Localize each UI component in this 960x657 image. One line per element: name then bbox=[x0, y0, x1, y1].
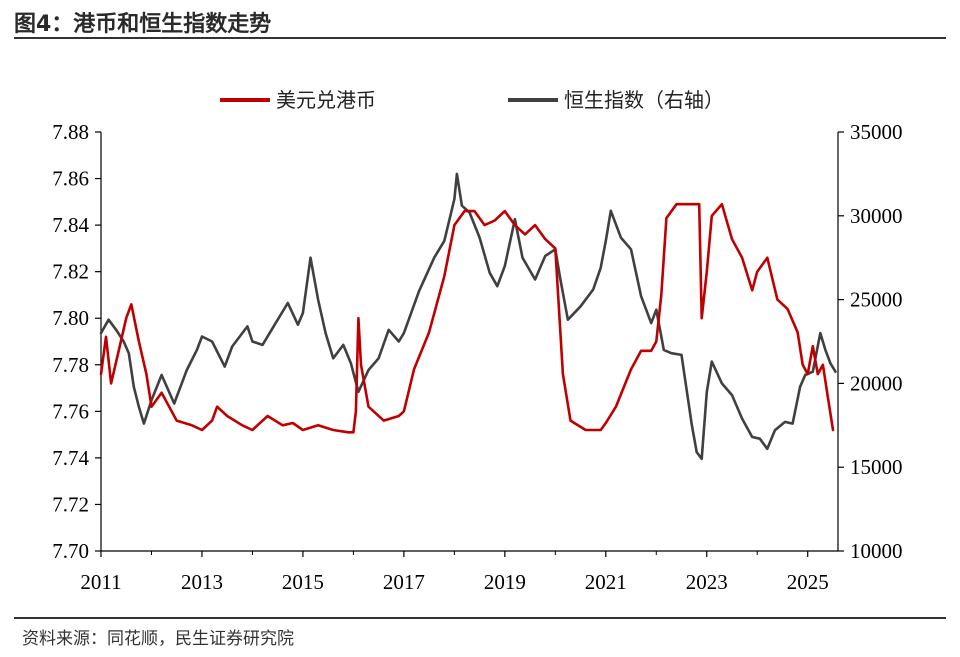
x-tick-label: 2019 bbox=[484, 570, 526, 594]
legend: 美元兑港币 恒生指数（右轴） bbox=[220, 88, 724, 112]
legend-usdhkd-label: 美元兑港币 bbox=[276, 88, 376, 112]
left-tick-label: 7.82 bbox=[52, 260, 89, 284]
figure-title: 图4：港币和恒生指数走势 bbox=[14, 12, 272, 37]
x-tick-label: 2015 bbox=[282, 570, 324, 594]
left-tick-label: 7.74 bbox=[52, 446, 89, 470]
left-tick-label: 7.86 bbox=[52, 167, 89, 191]
x-tick-label: 2021 bbox=[585, 570, 627, 594]
x-tick-label: 2023 bbox=[686, 570, 728, 594]
x-tick-label: 2013 bbox=[181, 570, 223, 594]
series-lines bbox=[99, 172, 837, 461]
footer-divider bbox=[14, 617, 946, 619]
right-tick-label: 30000 bbox=[850, 204, 903, 228]
x-axis: 2011 2013 2015 2017 2019 2021 2023 2025 bbox=[80, 550, 838, 594]
right-tick-label: 25000 bbox=[850, 288, 903, 312]
left-y-axis: 7.70 7.72 7.74 7.76 7.78 7.80 7.82 7.84 7.86 7.88 bbox=[52, 120, 102, 563]
right-tick-label: 10000 bbox=[850, 539, 903, 563]
left-tick-label: 7.70 bbox=[52, 539, 89, 563]
x-tick-label: 2025 bbox=[787, 570, 829, 594]
x-tick-label: 2017 bbox=[383, 570, 425, 594]
hsi-line bbox=[99, 172, 837, 461]
legend-hsi-label: 恒生指数（右轴） bbox=[564, 88, 724, 112]
source-note: 资料来源：同花顺，民生证券研究院 bbox=[22, 629, 294, 649]
left-tick-label: 7.88 bbox=[52, 120, 89, 144]
right-tick-label: 35000 bbox=[850, 120, 903, 144]
title-divider bbox=[14, 37, 946, 39]
right-tick-label: 20000 bbox=[850, 371, 903, 395]
left-tick-label: 7.80 bbox=[52, 306, 89, 330]
usdhkd-line bbox=[99, 202, 835, 434]
left-tick-label: 7.76 bbox=[52, 399, 89, 423]
left-tick-label: 7.84 bbox=[52, 213, 89, 237]
right-y-axis: 10000 15000 20000 25000 30000 35000 bbox=[837, 120, 903, 563]
left-tick-label: 7.72 bbox=[52, 492, 89, 516]
left-tick-label: 7.78 bbox=[52, 353, 89, 377]
x-tick-label: 2011 bbox=[80, 570, 121, 594]
right-tick-label: 15000 bbox=[850, 455, 903, 479]
